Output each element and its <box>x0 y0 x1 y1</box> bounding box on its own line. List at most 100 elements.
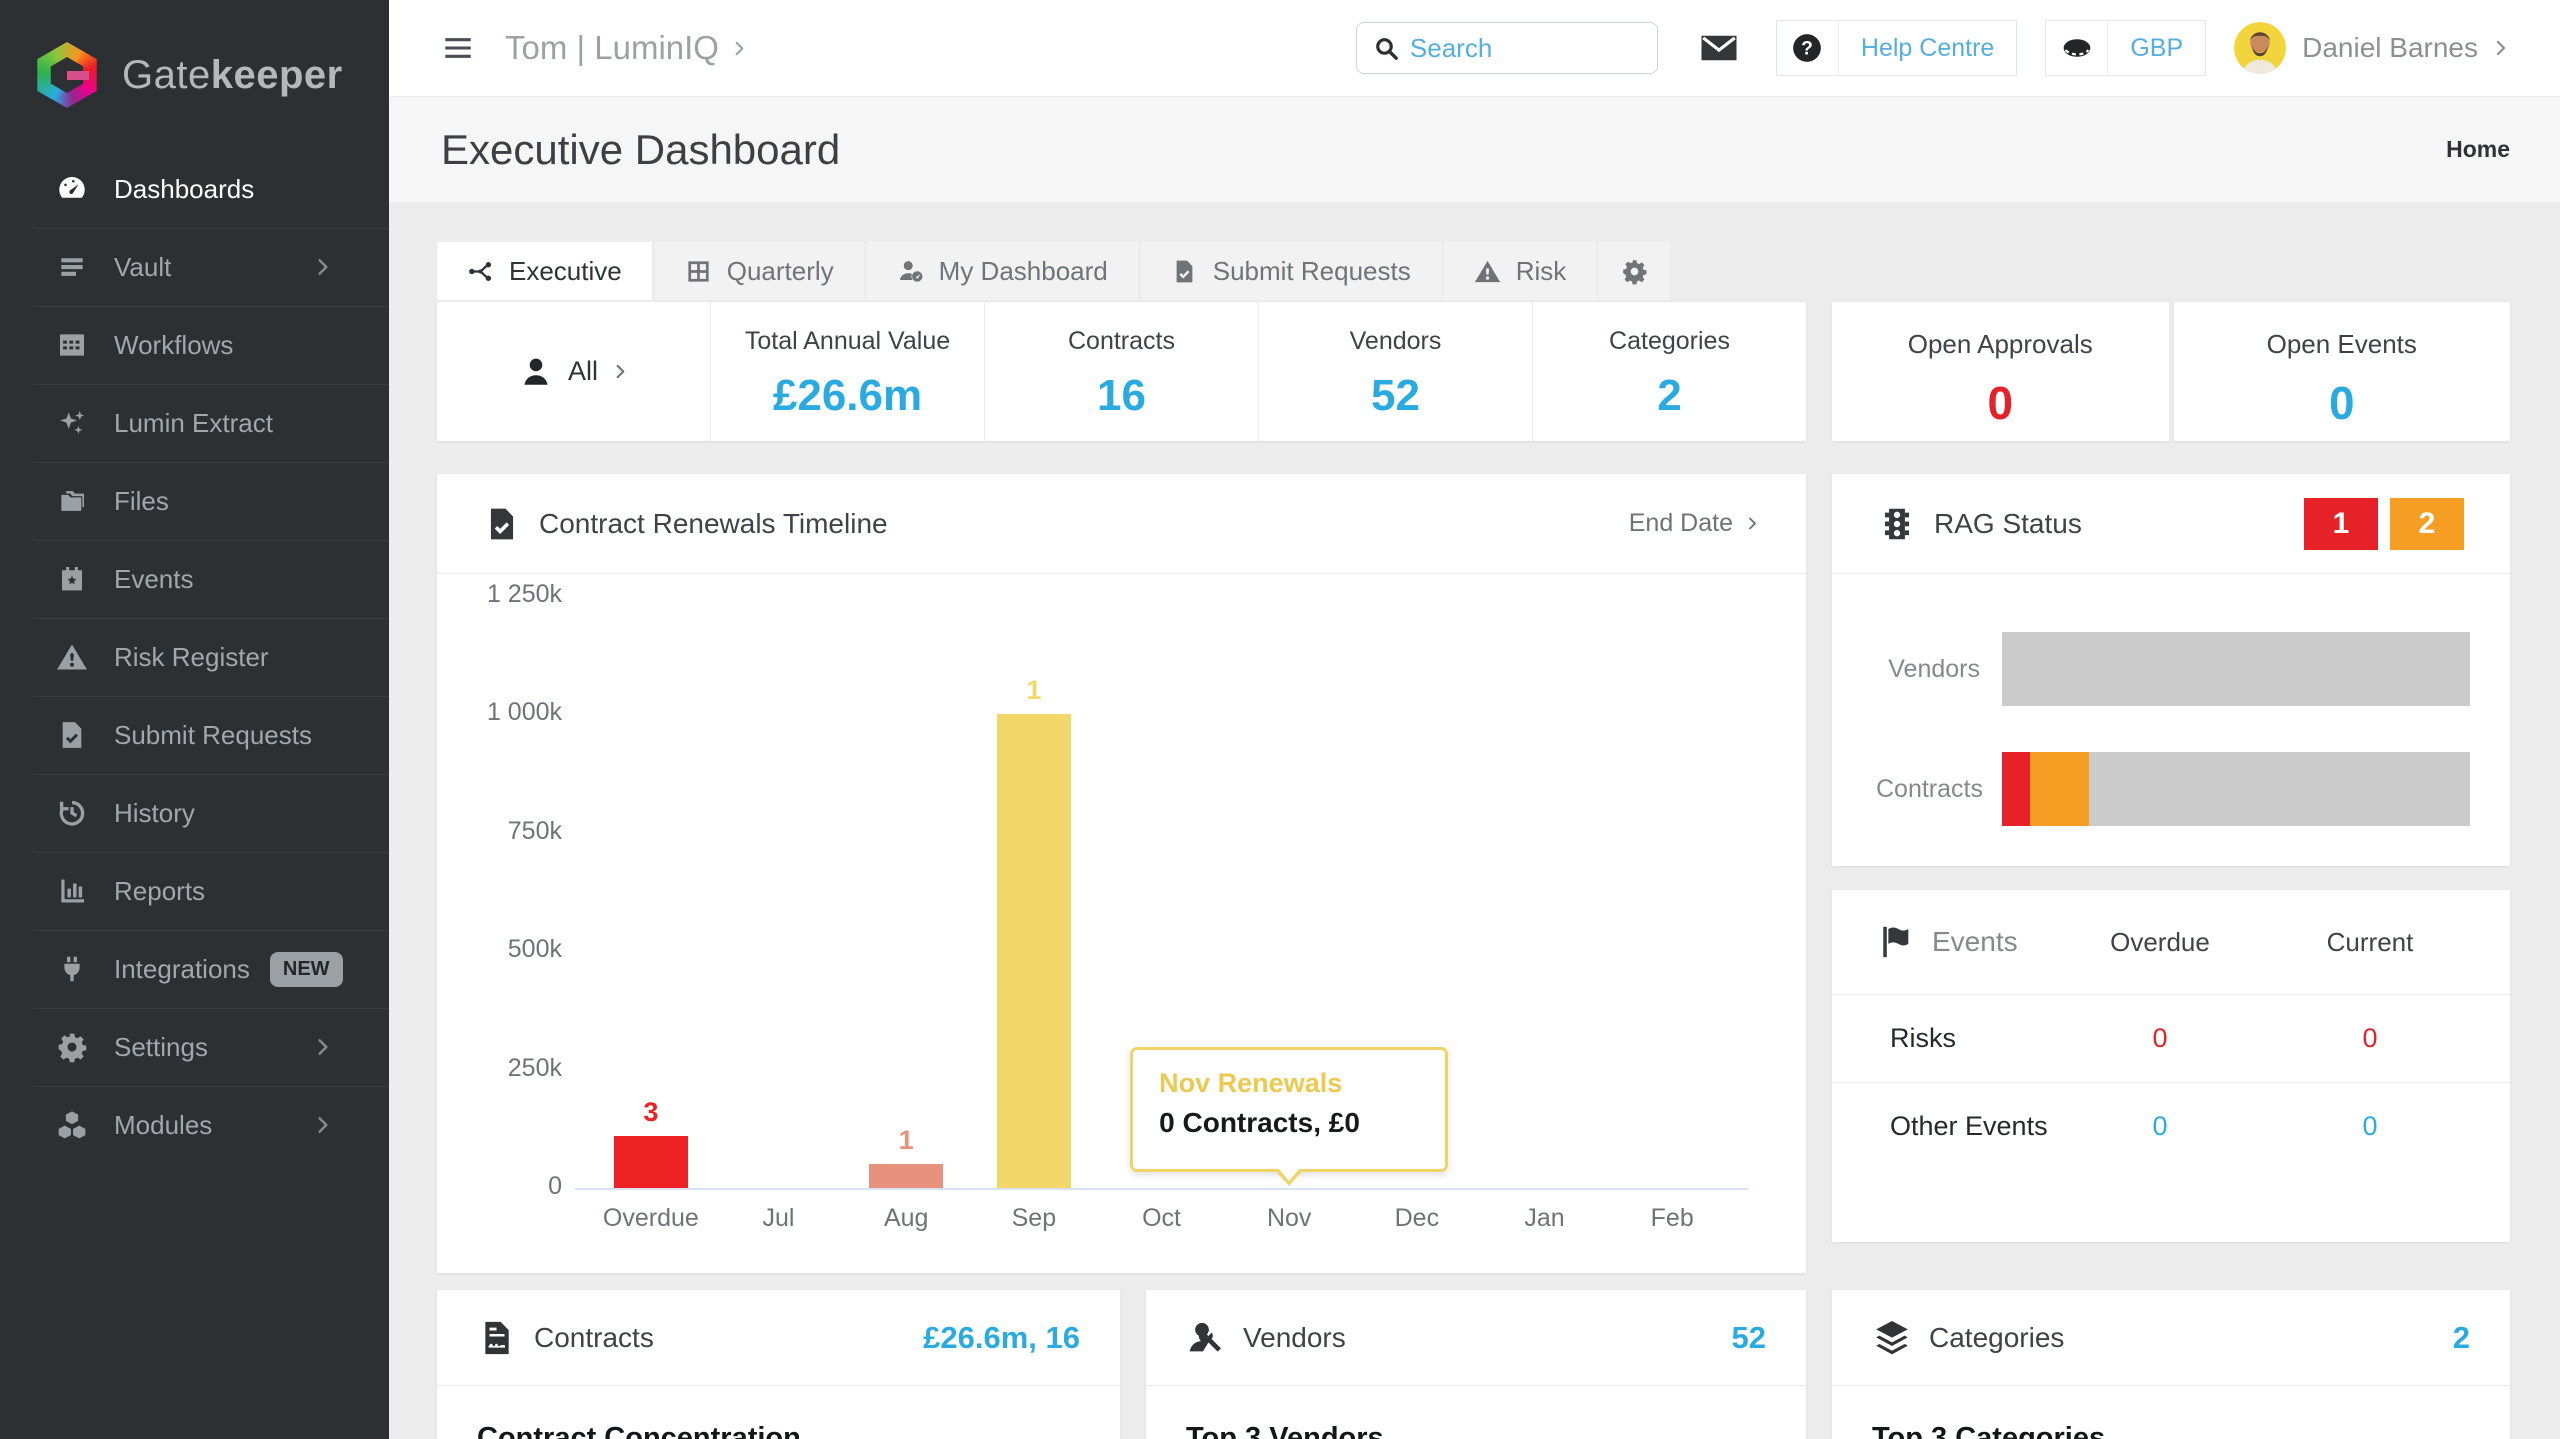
sidebar-item-reports[interactable]: Reports <box>0 852 389 930</box>
chart-bar-slot-aug[interactable]: 1 <box>842 596 970 1188</box>
x-axis-label: Feb <box>1650 1204 1694 1232</box>
kpi-stat-contracts: Contracts 16 <box>985 302 1259 441</box>
help-centre-button[interactable]: Help Centre <box>1775 20 2018 76</box>
summary-card-label: Open Approvals <box>1907 329 2093 359</box>
person-gauge-icon <box>897 258 924 285</box>
sidebar-item-dashboards[interactable]: Dashboards <box>0 150 389 228</box>
chart-bar[interactable] <box>613 1135 688 1188</box>
sparkle-icon <box>56 407 88 439</box>
chart-bar[interactable] <box>996 714 1071 1188</box>
sort-label: End Date <box>1628 509 1733 537</box>
sidebar-item-events[interactable]: Events <box>0 540 389 618</box>
footer-card-value[interactable]: 52 <box>1731 1319 1766 1355</box>
sidebar-item-lumin-extract[interactable]: Lumin Extract <box>0 384 389 462</box>
summary-card-value: 0 <box>2328 377 2355 429</box>
events-header: Events Overdue Current <box>1832 890 2510 994</box>
avatar[interactable] <box>2234 22 2287 74</box>
currency-selector[interactable]: GBP <box>2045 20 2207 76</box>
brand-logo[interactable]: Gatekeeper <box>0 0 389 150</box>
user-menu[interactable]: Daniel Barnes <box>2302 32 2510 64</box>
page-title: Executive Dashboard <box>441 125 841 173</box>
events-row-label: Other Events <box>1890 1111 2048 1141</box>
breadcrumb-home-link[interactable]: Home <box>2446 136 2510 162</box>
sidebar-item-history[interactable]: History <box>0 774 389 852</box>
chevron-right-icon <box>731 40 748 57</box>
plug-icon <box>56 953 88 985</box>
events-value-current: 0 <box>2362 1111 2378 1141</box>
kpi-stat-value: 52 <box>1371 371 1420 420</box>
gatekeeper-logo-icon <box>37 42 97 108</box>
logo-g-bar <box>67 71 89 80</box>
page-header: Executive Dashboard Home <box>389 97 2560 202</box>
new-badge: NEW <box>269 951 343 987</box>
y-axis-tick: 1 250k <box>486 580 562 608</box>
sort-control[interactable]: End Date <box>1629 509 1760 538</box>
rag-count-badge[interactable]: 1 <box>2304 497 2378 550</box>
footer-card-value[interactable]: 2 <box>2452 1319 2470 1355</box>
scope-selector[interactable]: All <box>437 302 711 441</box>
doc-check-icon <box>56 719 88 751</box>
tooltip-arrow-inner <box>1278 1168 1301 1181</box>
doc-check-icon <box>483 505 521 543</box>
rag-row-label: Vendors <box>1888 654 1980 683</box>
tab-submit-requests[interactable]: Submit Requests <box>1140 242 1441 300</box>
layers-icon <box>1872 1318 1912 1358</box>
tab-my-dashboard[interactable]: My Dashboard <box>866 242 1138 300</box>
footer-card-header: Contracts £26.6m, 16 <box>437 1290 1120 1386</box>
chart-title: Contract Renewals Timeline <box>539 507 888 539</box>
tab-label: Submit Requests <box>1212 255 1411 286</box>
tab-quarterly[interactable]: Quarterly <box>654 242 864 300</box>
rag-row-vendors: Vendors <box>1876 632 2470 706</box>
sidebar-item-risk-register[interactable]: Risk Register <box>0 618 389 696</box>
rag-count-badge[interactable]: 2 <box>2390 497 2464 550</box>
kpi-stat-value: 16 <box>1097 371 1146 420</box>
kpi-row: All Total Annual Value £26.6m Contracts 16 V… <box>437 302 2510 441</box>
footer-card-value[interactable]: £26.6m, 16 <box>923 1319 1080 1355</box>
mail-icon[interactable] <box>1698 27 1740 69</box>
calendar-icon <box>56 563 88 595</box>
chart-plot: 3 1 1 <box>587 596 1736 1188</box>
sidebar-item-label: Integrations <box>114 953 250 984</box>
chart-bar[interactable] <box>869 1164 944 1188</box>
sidebar-item-submit-requests[interactable]: Submit Requests <box>0 696 389 774</box>
topbar: Tom | LuminIQ Help Centre GBP <box>389 0 2560 97</box>
sidebar-item-workflows[interactable]: Workflows <box>0 306 389 384</box>
events-row-other-events[interactable]: Other Events 0 0 <box>1832 1082 2510 1170</box>
bar-count-label: 3 <box>643 1096 659 1127</box>
events-col-overdue: Overdue <box>2110 926 2210 957</box>
rag-stacked-bar[interactable] <box>2002 632 2470 706</box>
chart-bar-slot-jul[interactable] <box>715 596 843 1188</box>
events-value-overdue: 0 <box>2152 1023 2168 1053</box>
x-axis-label: Aug <box>883 1204 929 1232</box>
person-icon <box>518 354 554 390</box>
hamburger-menu-icon[interactable] <box>441 31 475 65</box>
bar-count-label: 1 <box>898 1125 914 1156</box>
x-axis-label: Jan <box>1524 1204 1565 1232</box>
y-axis-tick: 500k <box>507 935 562 964</box>
workspace-switcher[interactable]: Tom | LuminIQ <box>505 29 748 67</box>
search-input[interactable] <box>1409 32 1657 64</box>
summary-card-open-events: Open Events 0 <box>2173 302 2510 441</box>
sidebar-item-integrations[interactable]: Integrations NEW <box>0 930 389 1008</box>
footer-cards-row: Contracts £26.6m, 16 Contract Concentratio… <box>437 1290 2510 1439</box>
sidebar-item-settings[interactable]: Settings <box>0 1008 389 1086</box>
help-centre-label: Help Centre <box>1860 33 1995 62</box>
sidebar-item-vault[interactable]: Vault <box>0 228 389 306</box>
chart-bar-slot-overdue[interactable]: 3 <box>587 596 715 1188</box>
chart-bar-slot-sep[interactable]: 1 <box>970 596 1098 1188</box>
search-icon <box>1373 35 1400 62</box>
sidebar-item-label: Reports <box>114 875 206 906</box>
currency-label: GBP <box>2130 33 2184 62</box>
chart-bar-slot-feb[interactable] <box>1608 596 1736 1188</box>
chart-bar-slot-jan[interactable] <box>1481 596 1609 1188</box>
chart-tooltip: Nov Renewals 0 Contracts, £0 <box>1130 1047 1449 1186</box>
tab-risk[interactable]: Risk <box>1443 242 1597 300</box>
rag-stacked-bar[interactable] <box>2002 752 2470 826</box>
sidebar-item-modules[interactable]: Modules <box>0 1086 389 1164</box>
rag-segment <box>2002 752 2031 826</box>
tooltip-title: Nov Renewals <box>1159 1068 1343 1098</box>
sidebar-item-files[interactable]: Files <box>0 462 389 540</box>
events-row-risks[interactable]: Risks 0 0 <box>1832 994 2510 1082</box>
tab-executive[interactable]: Executive <box>437 242 652 300</box>
tab-settings[interactable] <box>1599 242 1671 300</box>
